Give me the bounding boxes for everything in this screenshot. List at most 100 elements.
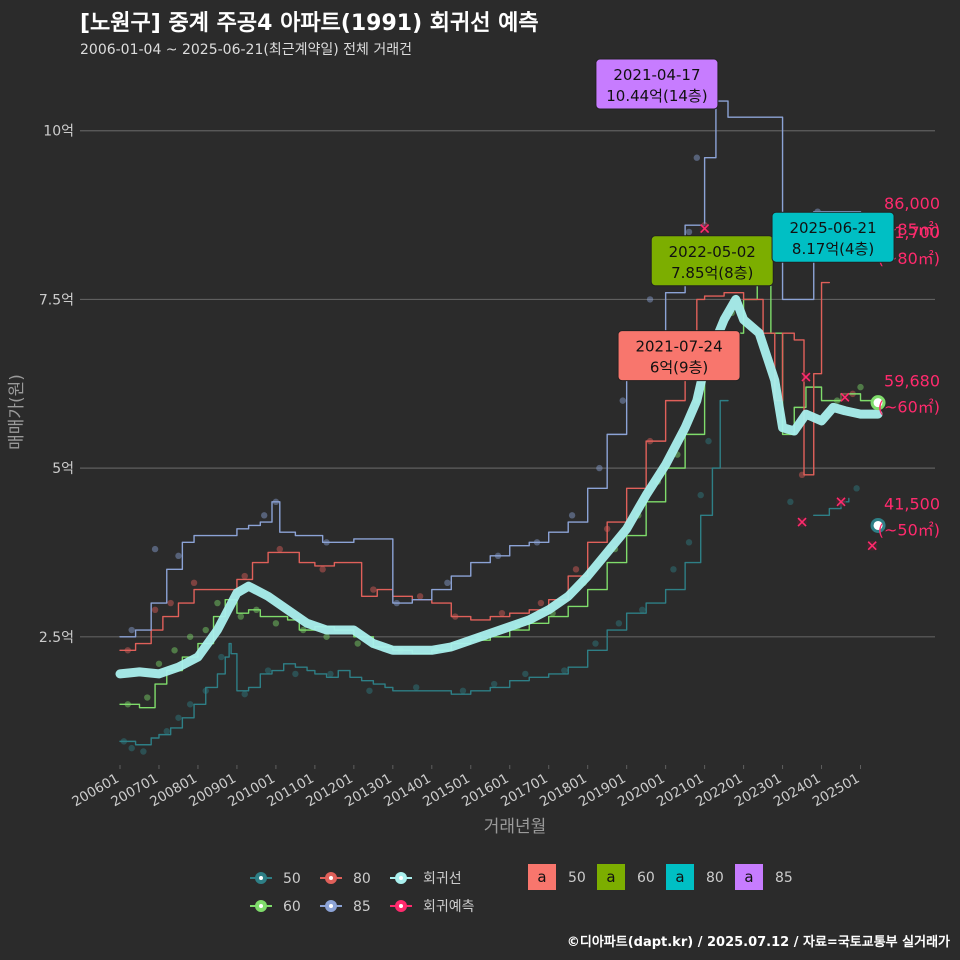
annotation-date: 2021-04-17: [613, 66, 700, 84]
scatter-point: [639, 606, 646, 614]
annotation-date: 2025-06-21: [789, 219, 876, 237]
legend-box-item: a 60: [597, 864, 655, 890]
scatter-point: [327, 670, 334, 678]
scatter-point: [596, 464, 603, 472]
scatter-point: [167, 599, 174, 607]
annotation-value: 6억(9층): [650, 359, 708, 377]
scatter-point: [366, 687, 373, 694]
scatter-point: [264, 667, 272, 674]
scatter-point: [128, 744, 135, 752]
scatter-point: [237, 613, 245, 620]
annotation-box: 2025-06-21 8.17억(4층): [771, 211, 895, 263]
legend-dot-center: [399, 904, 403, 908]
legend-item: 60: [250, 899, 301, 915]
x-axis-label: 거래년월: [484, 817, 547, 837]
legend-swatch: [597, 864, 625, 890]
scatter-point: [705, 437, 712, 445]
legend-item: 50: [250, 871, 301, 887]
scatter-point: [646, 296, 654, 303]
legend-label: 60: [283, 899, 301, 915]
series-line-50-late: [813, 497, 850, 517]
forecast-cross: [840, 392, 850, 402]
scatter-point: [218, 653, 225, 661]
scatter-point: [319, 566, 326, 573]
scatter-point: [413, 684, 420, 691]
forecast-cross: [700, 224, 710, 234]
legend-dot-center: [329, 876, 333, 880]
legend-item: 85: [320, 899, 371, 915]
scatter-point: [459, 687, 467, 694]
legend-dot-center: [329, 904, 333, 908]
scatter-point: [561, 667, 568, 674]
scatter-point: [175, 714, 182, 721]
regression-line: [115, 294, 883, 679]
forecast-cross: [801, 372, 811, 382]
legend-box-label: 60: [637, 870, 655, 886]
annotation-date: 2022-05-02: [669, 243, 756, 261]
scatter-point: [241, 572, 248, 580]
footer-credit: ©디아파트(dapt.kr) / 2025.07.12 / 자료=국토교통부 실…: [567, 934, 950, 950]
endpoint-area-label: (~60㎡): [878, 398, 940, 417]
scatter-point: [522, 670, 529, 678]
scatter-point: [697, 491, 704, 499]
y-tick-label: 7.5억: [39, 292, 74, 308]
legend-box-label: 80: [706, 870, 724, 886]
y-axis-label: 매매가(원): [7, 374, 27, 450]
forecast-cross: [836, 497, 846, 507]
annotation-box: 2021-04-17 10.44억(14층): [595, 58, 719, 110]
legend-box-item: a 80: [666, 864, 724, 890]
scatter-point: [214, 599, 221, 607]
scatter-layer: [120, 154, 864, 755]
forecast-layer: [699, 223, 878, 551]
scatter-point: [151, 606, 159, 614]
legend-label: 50: [283, 871, 301, 887]
scatter-point: [323, 633, 330, 640]
scatter-point: [619, 397, 626, 404]
scatter-point: [186, 701, 194, 708]
scatter-point: [685, 539, 693, 546]
annotation-box: 2022-05-02 7.85억(8층): [650, 235, 774, 287]
legend-box-label: 85: [775, 870, 793, 886]
legend-dot-center: [259, 876, 263, 880]
legend: 50 80 회귀선 60 85 회귀예측 a 50 a 60 a 80 a 85: [250, 864, 793, 915]
legend-swatch-glyph: a: [537, 868, 546, 886]
legend-label: 회귀예측: [423, 899, 475, 915]
legend-swatch: [666, 864, 694, 890]
scatter-point: [128, 626, 135, 634]
endpoint-value-label: 81,700: [884, 223, 940, 242]
y-tick-label: 10억: [43, 124, 74, 140]
scatter-point: [537, 599, 545, 607]
annotation-bg: [771, 211, 895, 263]
scatter-point: [693, 154, 701, 161]
scatter-point: [670, 566, 677, 573]
scatter-point: [354, 640, 361, 647]
scatter-point: [186, 633, 194, 640]
chart-title: [노원구] 중계 주공4 아파트(1991) 회귀선 예측: [80, 11, 539, 36]
forecast-cross: [867, 541, 877, 551]
legend-box-item: a 85: [735, 864, 793, 890]
endpoint-value-label: 41,500: [884, 494, 940, 513]
legend-label: 80: [353, 871, 371, 887]
scatter-point: [853, 485, 860, 492]
scatter-point: [572, 566, 580, 573]
scatter-point: [190, 579, 198, 587]
legend-label: 85: [353, 899, 371, 915]
endpoint-marker-50: [870, 517, 886, 533]
scatter-point: [151, 545, 159, 553]
scatter-point: [163, 728, 170, 735]
scatter-point: [498, 609, 506, 617]
annotation-bg: [617, 330, 741, 382]
scatter-point: [175, 552, 182, 560]
legend-item: 80: [320, 871, 371, 887]
legend-item: 회귀선: [390, 871, 462, 887]
series-line-80: [119, 281, 831, 651]
annotation-value: 10.44억(14층): [606, 87, 707, 105]
scatter-point: [370, 586, 377, 593]
scatter-point: [857, 383, 864, 391]
scatter-point: [490, 680, 498, 688]
annotation-box: 2021-07-24 6억(9층): [617, 330, 741, 382]
legend-swatch-glyph: a: [606, 868, 615, 886]
scatter-point: [568, 512, 576, 519]
